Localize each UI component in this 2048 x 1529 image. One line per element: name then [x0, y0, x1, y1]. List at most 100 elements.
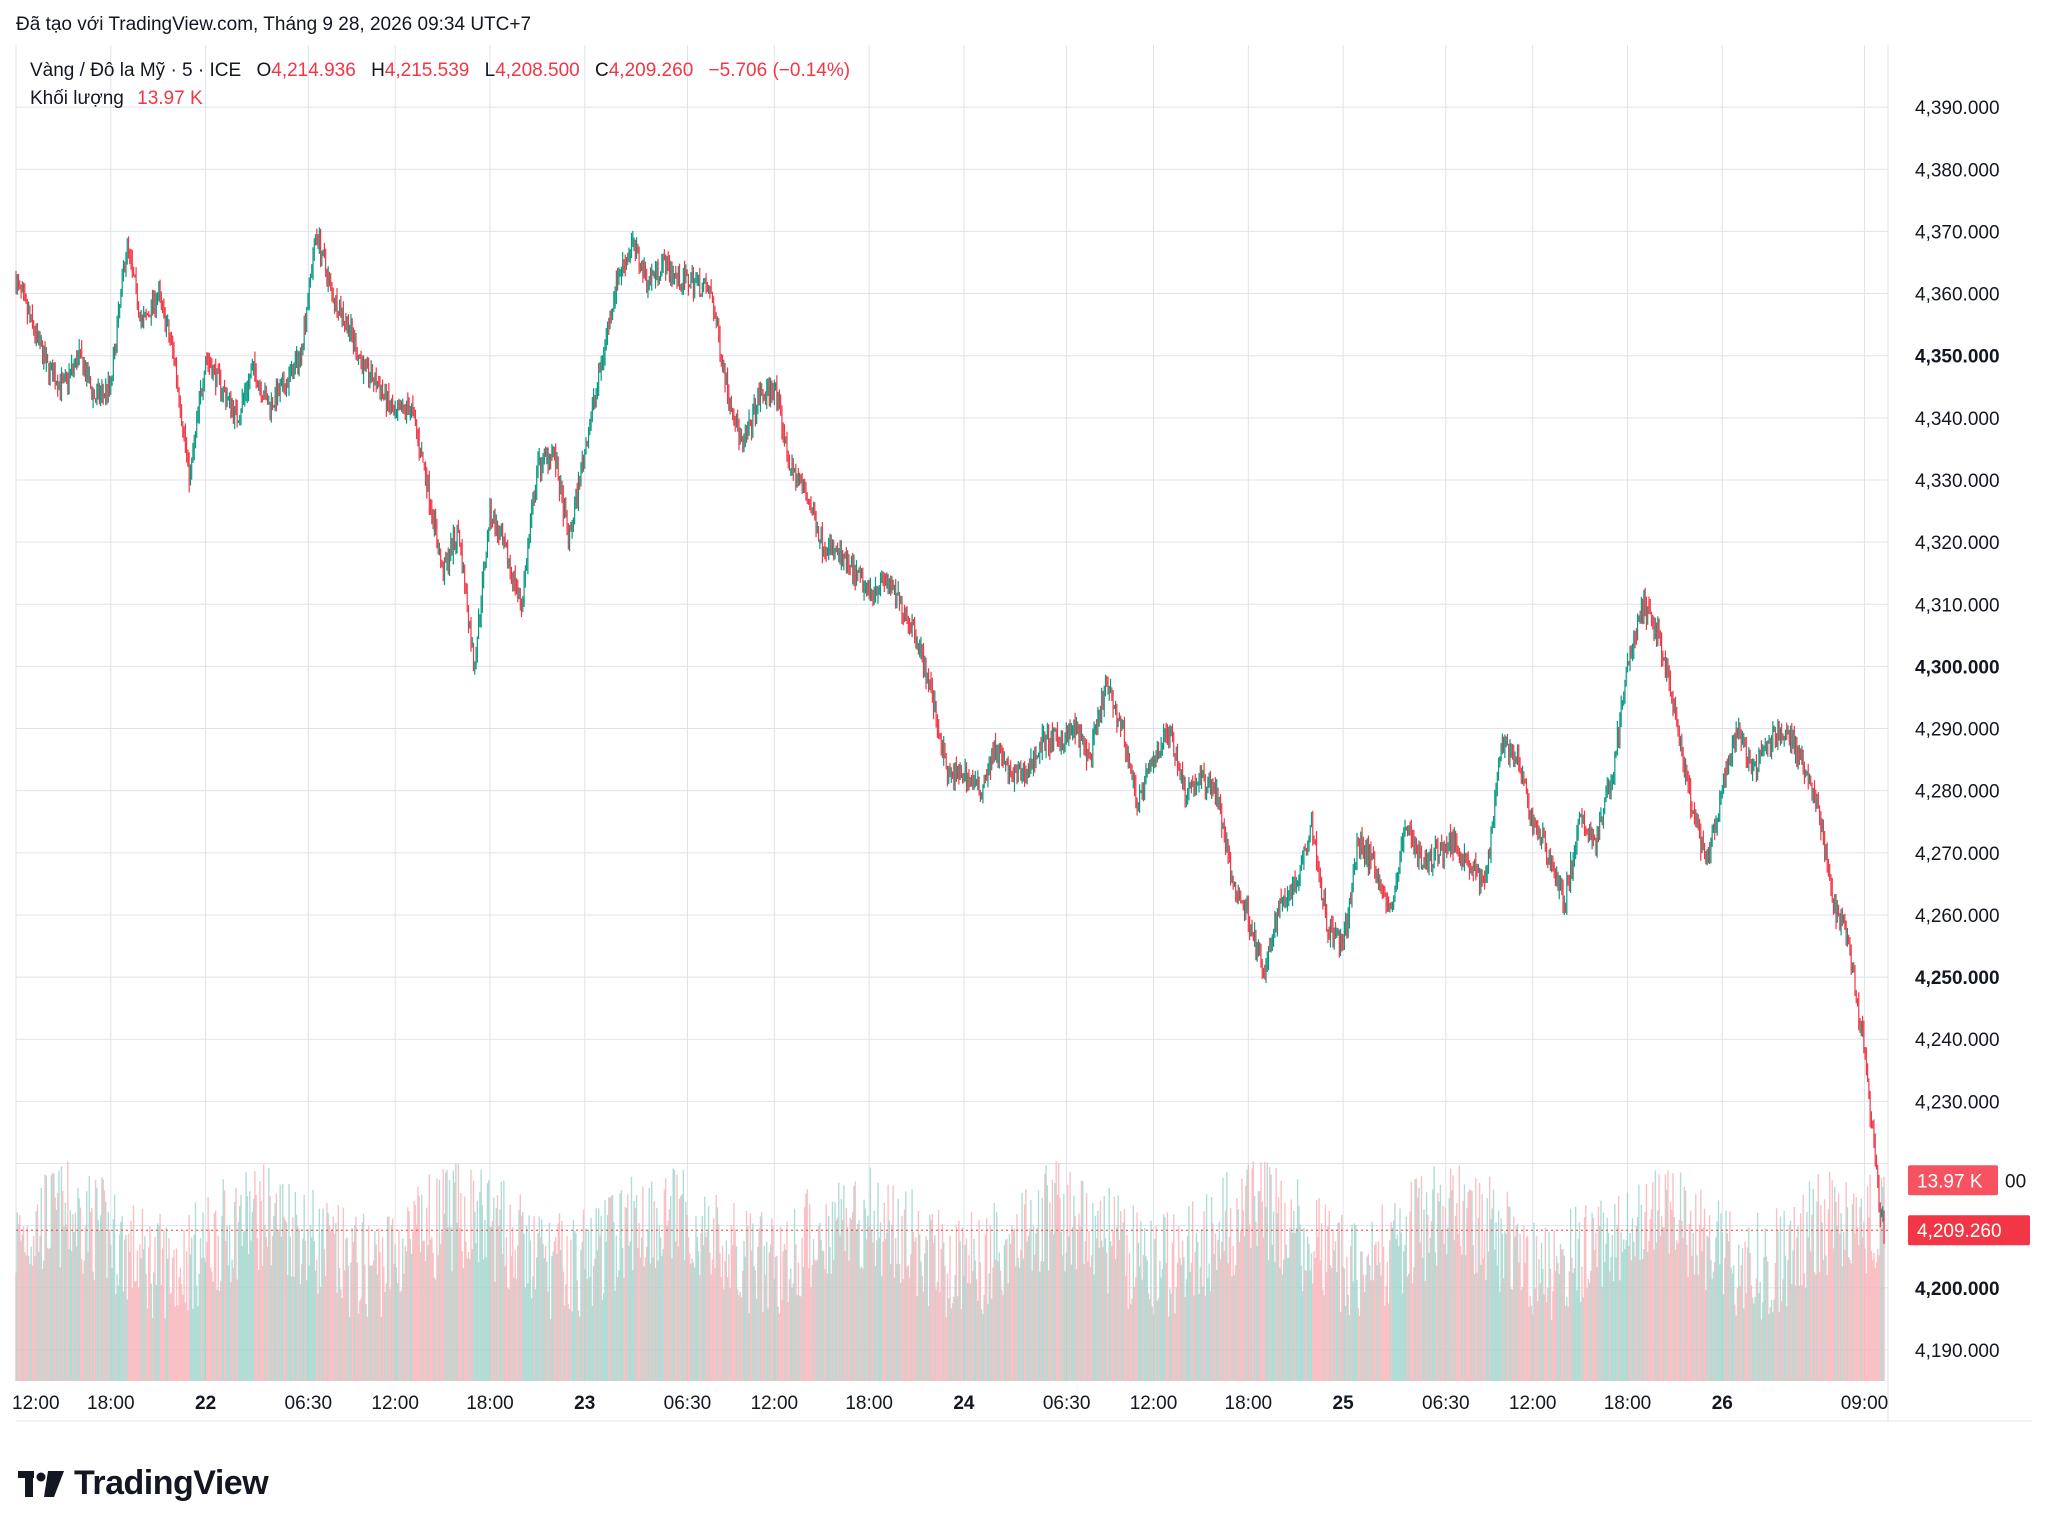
volume-bar-1250: [1595, 1232, 1597, 1381]
volume-bar-626: [806, 1189, 808, 1381]
volume-bar-973: [1245, 1185, 1247, 1381]
volume-bar-991: [1267, 1260, 1270, 1381]
volume-bar-609: [785, 1249, 787, 1381]
volume-bar-145: [198, 1273, 200, 1381]
volume-bar-1140: [1456, 1203, 1458, 1381]
tradingview-brand[interactable]: TradingView: [18, 1464, 269, 1503]
volume-bar-1127: [1439, 1184, 1442, 1381]
price-tick-11: 4,280.000: [1915, 782, 2000, 803]
volume-bar-731: [939, 1292, 941, 1381]
volume-bar-423: [549, 1319, 552, 1381]
volume-bar-245: [324, 1276, 327, 1381]
volume-bar-264: [348, 1317, 351, 1381]
volume-bar-1427: [1818, 1272, 1821, 1381]
volume-bar-201: [269, 1196, 271, 1381]
volume-bar-507: [656, 1207, 658, 1381]
volume-bar-0: [15, 1272, 17, 1381]
volume-bar-1220: [1557, 1263, 1559, 1381]
volume-bar-692: [889, 1264, 892, 1381]
volume-bar-295: [388, 1216, 390, 1381]
volume-bar-1238: [1580, 1302, 1582, 1381]
legend-high-value: 4,215.539: [384, 60, 470, 81]
volume-bar-458: [594, 1258, 596, 1381]
volume-bar-55: [84, 1225, 87, 1381]
volume-bar-925: [1184, 1296, 1186, 1381]
legend-symbol[interactable]: Vàng / Đô la Mỹ · 5 · ICE: [30, 60, 242, 81]
volume-bar-843: [1080, 1180, 1083, 1381]
chart-canvas[interactable]: 4,390.0004,380.0004,370.0004,360.0004,35…: [0, 0, 2048, 1450]
volume-bar-1084: [1385, 1285, 1387, 1381]
volume-bar-73: [107, 1212, 109, 1381]
price-badge: 4,209.260: [1908, 1215, 2030, 1246]
volume-bar-962: [1231, 1276, 1233, 1381]
volume-bar-743: [954, 1275, 956, 1381]
volume-bar-1347: [1717, 1200, 1720, 1381]
volume-bar-1283: [1636, 1216, 1639, 1381]
volume-bar-1433: [1826, 1275, 1828, 1381]
volume-bar-790: [1013, 1228, 1016, 1381]
time-tick-9: 18:00: [845, 1393, 893, 1414]
volume-bar-841: [1078, 1213, 1080, 1381]
volume-bar-832: [1066, 1184, 1069, 1381]
volume-bar-83: [120, 1221, 122, 1381]
volume-bar-1398: [1782, 1279, 1784, 1381]
volume-bar-810: [1039, 1271, 1041, 1381]
volume-bar-1053: [1346, 1256, 1348, 1381]
volume-bar-528: [682, 1170, 685, 1381]
volume-bar-1435: [1829, 1171, 1831, 1381]
volume-bar-1354: [1726, 1233, 1729, 1381]
volume-bar-1179: [1505, 1233, 1507, 1381]
volume-bar-1056: [1349, 1246, 1352, 1381]
volume-bar-1411: [1798, 1285, 1801, 1381]
volume-bar-785: [1007, 1283, 1009, 1381]
volume-bar-874: [1119, 1211, 1122, 1381]
volume-bar-192: [257, 1270, 260, 1381]
volume-bar-918: [1175, 1287, 1177, 1381]
volume-bar-243: [322, 1208, 324, 1381]
volume-bar-45: [72, 1214, 74, 1381]
volume-bar-304: [399, 1291, 401, 1381]
time-tick-7: 06:30: [664, 1393, 712, 1414]
volume-legend-label[interactable]: Khối lượng: [30, 88, 124, 109]
volume-bar-888: [1137, 1242, 1140, 1381]
volume-bar-970: [1241, 1178, 1243, 1381]
volume-bar-513: [663, 1189, 666, 1381]
volume-bar-235: [312, 1190, 314, 1381]
volume-bar-826: [1059, 1198, 1061, 1381]
volume-bar-854: [1094, 1215, 1097, 1381]
volume-bar-428: [556, 1253, 558, 1381]
volume-bar-505: [653, 1201, 655, 1381]
volume-bar-1112: [1420, 1175, 1423, 1381]
volume-bar-756: [970, 1211, 973, 1381]
volume-bar-358: [467, 1252, 470, 1381]
volume-bar-992: [1269, 1167, 1271, 1381]
volume-bar-1171: [1495, 1222, 1497, 1381]
volume-bar-1169: [1492, 1189, 1495, 1381]
time-axis[interactable]: 12:00 18:00 22 06:30 12:00 18:00 23 06:30 12:00 1…: [12, 1393, 1888, 1414]
volume-bar-1277: [1629, 1232, 1631, 1381]
volume-bar-52: [81, 1259, 83, 1381]
volume-bar-671: [863, 1199, 865, 1381]
volume-bar-445: [577, 1310, 580, 1381]
volume-bar-1028: [1314, 1257, 1316, 1381]
volume-bar-315: [413, 1200, 415, 1381]
volume-bar-649: [835, 1220, 837, 1381]
volume-bar-996: [1274, 1262, 1276, 1381]
volume-bar-1170: [1494, 1249, 1496, 1381]
volume-bar-252: [333, 1234, 336, 1381]
volume-bar-604: [778, 1313, 781, 1381]
volume-bar-1199: [1530, 1305, 1533, 1381]
volume-bar-199: [266, 1246, 269, 1381]
volume-bar-132: [182, 1295, 184, 1381]
volume-bar-995: [1272, 1211, 1275, 1381]
volume-bar-971: [1242, 1210, 1244, 1381]
volume-bar-367: [479, 1191, 481, 1381]
volume-bar-978: [1251, 1168, 1253, 1381]
volume-bar-904: [1157, 1298, 1160, 1381]
volume-bar-517: [668, 1209, 671, 1381]
price-axis[interactable]: 4,390.0004,380.0004,370.0004,360.0004,35…: [1915, 98, 2026, 1362]
volume-bar-1152: [1471, 1191, 1473, 1381]
volume-bar-416: [541, 1219, 543, 1381]
volume-bar-758: [973, 1239, 975, 1381]
legend-low-label: L: [484, 60, 496, 81]
